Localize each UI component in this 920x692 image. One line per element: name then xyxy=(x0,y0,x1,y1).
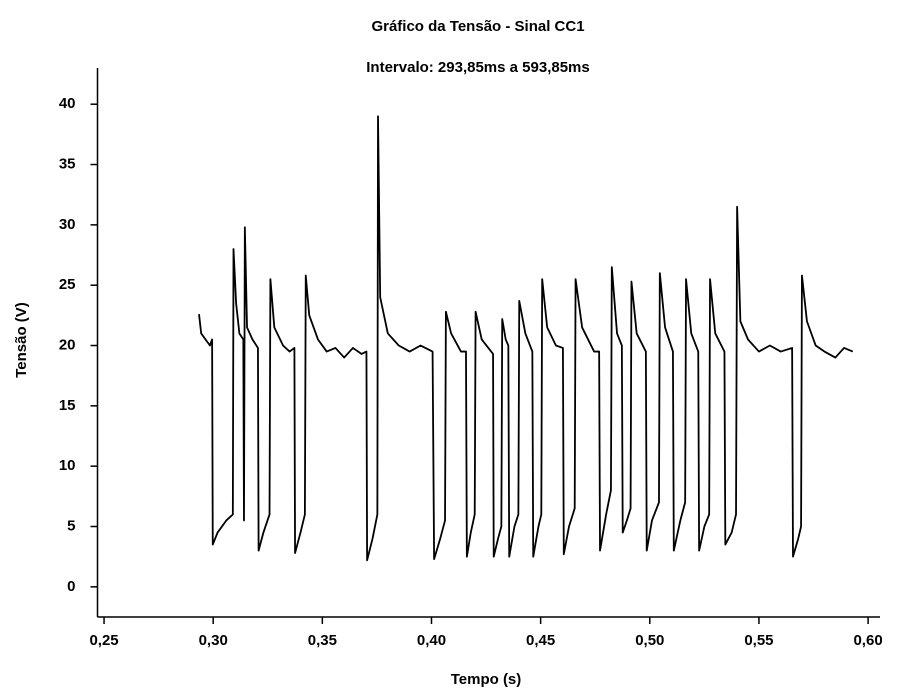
x-tick-label: 0,35 xyxy=(308,632,337,649)
x-tick-label: 0,45 xyxy=(526,632,555,649)
y-tick-label: 30 xyxy=(59,216,76,233)
y-tick-label: 0 xyxy=(67,578,75,595)
x-tick-label: 0,55 xyxy=(744,632,773,649)
x-tick-label: 0,60 xyxy=(853,632,882,649)
y-tick-label: 40 xyxy=(59,95,76,112)
y-tick-label: 15 xyxy=(59,397,76,414)
signal-line xyxy=(198,115,854,562)
x-tick-label: 0,30 xyxy=(199,632,228,649)
x-tick-label: 0,40 xyxy=(417,632,446,649)
y-tick-label: 10 xyxy=(59,457,76,474)
chart-title: Gráfico da Tensão - Sinal CC1 xyxy=(371,18,584,35)
x-tick-label: 0,50 xyxy=(635,632,664,649)
y-tick-label: 35 xyxy=(59,155,76,172)
y-tick-label: 25 xyxy=(59,276,76,293)
x-axis-label: Tempo (s) xyxy=(451,671,522,688)
y-tick-label: 5 xyxy=(67,517,75,534)
chart-subtitle: Intervalo: 293,85ms a 593,85ms xyxy=(366,59,589,76)
y-axis-label: Tensão (V) xyxy=(13,302,30,378)
y-tick-label: 20 xyxy=(59,336,76,353)
x-tick-label: 0,25 xyxy=(89,632,118,649)
